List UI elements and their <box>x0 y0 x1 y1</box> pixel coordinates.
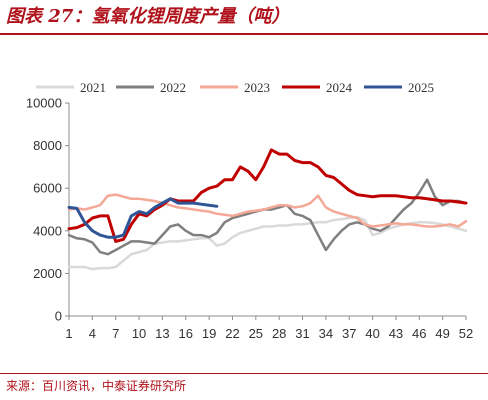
x-tick-label: 46 <box>412 326 426 341</box>
legend-label-2021: 2021 <box>80 80 106 95</box>
line-chart: 0 2000 4000 6000 8000 10000 1 4 7 10 13 16 19 22 25 28 3… <box>26 80 473 341</box>
title-divider <box>0 33 488 35</box>
chart-title: 图表 27：氢氧化锂周度产量（吨） <box>6 6 290 27</box>
x-tick-label: 34 <box>319 326 333 341</box>
x-tick-label: 4 <box>89 326 96 341</box>
x-tick-label: 28 <box>272 326 286 341</box>
series-line-2023 <box>67 193 468 228</box>
series-line-2024 <box>67 148 468 243</box>
y-tick-label: 4000 <box>33 223 62 238</box>
x-tick-label: 25 <box>249 326 263 341</box>
x-tick-label: 31 <box>295 326 309 341</box>
x-tick-label: 37 <box>342 326 356 341</box>
legend-label-2023: 2023 <box>244 80 270 95</box>
x-tick-label: 16 <box>179 326 193 341</box>
series-line-2021 <box>67 215 468 271</box>
series-line-2022 <box>67 178 468 256</box>
legend-label-2022: 2022 <box>160 80 186 95</box>
series-line-2025 <box>67 197 219 239</box>
source-note: 来源：百川资讯，中泰证券研究所 <box>6 379 187 393</box>
x-tick-label: 1 <box>65 326 72 341</box>
legend-label-2024: 2024 <box>326 80 353 95</box>
x-tick-label: 52 <box>459 326 473 341</box>
x-tick-label: 7 <box>112 326 119 341</box>
x-tick-label: 10 <box>132 326 146 341</box>
x-tick-label: 49 <box>435 326 449 341</box>
x-tick-label: 19 <box>202 326 216 341</box>
x-tick-label: 13 <box>155 326 169 341</box>
y-tick-label: 8000 <box>33 138 62 153</box>
x-tick-label: 22 <box>225 326 239 341</box>
y-tick-label: 6000 <box>33 181 62 196</box>
y-tick-label: 10000 <box>26 96 62 111</box>
source-divider <box>0 373 488 374</box>
legend-label-2025: 2025 <box>408 80 434 95</box>
y-tick-label: 0 <box>55 309 62 324</box>
x-tick-label: 40 <box>365 326 379 341</box>
x-tick-label: 43 <box>389 326 403 341</box>
y-tick-label: 2000 <box>33 266 62 281</box>
